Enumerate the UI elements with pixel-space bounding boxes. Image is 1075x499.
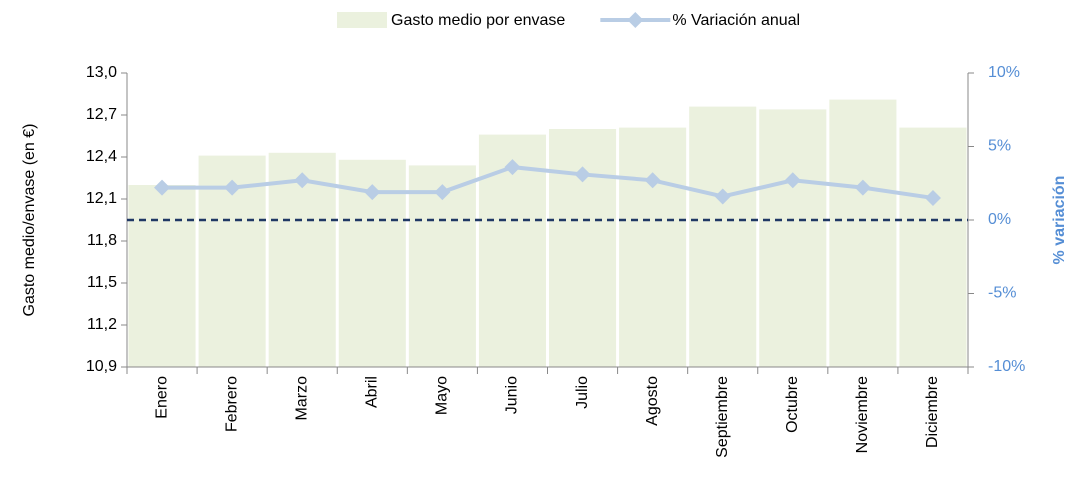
y-tick-label: 12,7 [86,106,117,123]
x-tick-label: Abril [364,376,381,408]
x-tick-label: Junio [504,376,521,414]
marker [504,159,521,176]
bar [268,152,336,367]
bar [549,129,617,367]
marker [924,189,941,206]
x-tick-label: Octubre [784,376,801,433]
y-tick-label: 10,9 [86,358,117,375]
bar [759,109,827,368]
bar [899,127,967,367]
marker [644,172,661,189]
x-tick-label: Diciembre [924,376,941,448]
legend-label: % Variación anual [672,12,800,29]
x-tick-label: Agosto [644,376,661,426]
marker [294,172,311,189]
y2-tick-label: -5% [988,285,1016,302]
y2-axis-title: % variación [1051,176,1068,265]
y2-tick-label: 0% [988,211,1011,228]
y2-tick-label: 5% [988,138,1011,155]
x-tick-label: Noviembre [854,376,871,453]
y-tick-label: 11,5 [87,274,117,291]
x-tick-label: Marzo [293,376,310,421]
y-tick-label: 11,8 [87,232,117,249]
marker [434,184,451,201]
y2-tick-label: -10% [988,358,1025,375]
bar [689,106,757,367]
line [162,165,934,200]
marker [574,166,591,183]
x-tick-label: Mayo [434,376,451,415]
marker [854,179,871,196]
y-tick-label: 11,2 [87,316,117,333]
y-tick-label: 13,0 [86,64,117,81]
x-tick-label: Julio [574,376,591,409]
x-tick-label: Enero [153,376,170,419]
y-tick-label: 12,1 [86,190,117,207]
bar [829,99,897,367]
x-tick-label: Febrero [223,376,240,432]
legend-label: Gasto medio por envase [391,12,565,29]
marker [364,184,381,201]
legend-swatch [627,12,644,28]
marker [224,179,241,196]
y-tick-label: 12,4 [86,148,117,165]
y2-tick-label: 10% [988,64,1020,81]
y-axis-title: Gasto medio/envase (en €) [21,124,38,317]
marker [154,179,171,196]
legend-swatch [337,12,387,28]
marker [714,188,731,205]
bar [128,185,196,367]
marker [784,172,801,189]
x-tick-label: Septiembre [714,376,731,458]
bar [619,127,687,367]
